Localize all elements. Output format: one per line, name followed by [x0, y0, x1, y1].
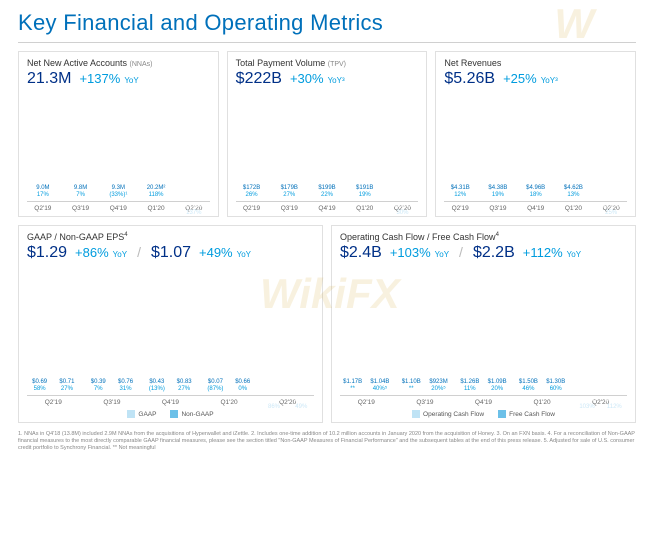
- x-axis: Q2'19Q3'19Q4'19Q1'20Q2'20: [444, 205, 627, 212]
- divider: [18, 42, 636, 43]
- headline-value: 21.3M: [27, 70, 71, 88]
- panel-tpv: Total Payment Volume (TPV) $222B +30% Yo…: [227, 51, 428, 217]
- xlabel: Q1'20: [140, 205, 172, 212]
- bar-label: $923M20%⁵: [429, 379, 447, 395]
- bar-label: $1.04B40%⁵: [370, 379, 389, 395]
- xlabel: Q2'19: [27, 205, 59, 212]
- xlabel: Q1'20: [349, 205, 381, 212]
- bar-label: $0.43(13%): [149, 379, 165, 395]
- bar-label: 9.8M7%: [74, 185, 87, 201]
- chart: $0.6958% $0.7127% $0.397% $0.7631% $0.43…: [27, 266, 314, 396]
- bar-label: $1.17B**: [343, 379, 362, 395]
- bar-label: $1.26B11%: [460, 379, 479, 395]
- x-axis: Q2'19Q3'19Q4'19Q1'20Q2'20: [27, 205, 210, 212]
- bar-label: $4.96B18%: [526, 185, 545, 201]
- bar-label: $1.0749%: [294, 397, 309, 413]
- row-top: Net New Active Accounts (NNAs) 21.3M +13…: [18, 51, 636, 217]
- chart: $4.31B12% $4.38B19% $4.96B18% $4.62B13% …: [444, 92, 627, 202]
- bar-label: $0.07(87%): [207, 379, 223, 395]
- xlabel: Q3'19: [482, 205, 514, 212]
- chart: 9.0M17% 9.8M7% 9.3M(33%)¹ 20.2M²118% 21.…: [27, 92, 210, 202]
- bar-label: $0.7127%: [59, 379, 74, 395]
- headline: $1.29 +86%YoY / $1.07 +49%YoY: [27, 244, 314, 262]
- xlabel: Q1'20: [558, 205, 590, 212]
- headline-yoy: +137%: [79, 71, 120, 86]
- metric-title: Net Revenues: [444, 58, 627, 68]
- xlabel: Q3'19: [86, 399, 139, 406]
- bar-label: $0.397%: [91, 379, 106, 395]
- bar-label: $1.50B46%: [519, 379, 538, 395]
- bar-label: 9.0M17%: [36, 185, 49, 201]
- headline-value: $222B: [236, 70, 282, 88]
- panel-cash: Operating Cash Flow / Free Cash Flow4 $2…: [331, 225, 636, 423]
- bar-label: $1.10B**: [402, 379, 421, 395]
- bar-label: 9.3M(33%)¹: [109, 185, 127, 201]
- bar-label: $172B26%: [243, 185, 260, 201]
- bar-label: $0.660%: [235, 379, 250, 395]
- metric-title: Net New Active Accounts (NNAs): [27, 58, 210, 68]
- xlabel: Q4'19: [520, 205, 552, 212]
- bar-label: $191B19%: [356, 185, 373, 201]
- xlabel: Q1'20: [516, 399, 569, 406]
- bar-label: $1.09B20%: [488, 379, 507, 395]
- xlabel: Q4'19: [102, 205, 134, 212]
- xlabel: Q3'19: [273, 205, 305, 212]
- metric-title: Operating Cash Flow / Free Cash Flow4: [340, 232, 627, 242]
- headline-value: $5.26B: [444, 70, 495, 88]
- bar-label: $2.38B103%: [578, 397, 597, 413]
- xlabel: Q2'19: [340, 399, 393, 406]
- headline: 21.3M +137% YoY: [27, 70, 210, 88]
- metric-title: Total Payment Volume (TPV): [236, 58, 419, 68]
- xlabel: Q4'19: [311, 205, 343, 212]
- panel-rev: Net Revenues $5.26B +25% YoY³ $4.31B12% …: [435, 51, 636, 217]
- xlabel: Q2'19: [444, 205, 476, 212]
- bar-label: $199B22%: [318, 185, 335, 201]
- xlabel: Q4'19: [457, 399, 510, 406]
- page-title: Key Financial and Operating Metrics: [18, 10, 636, 36]
- xlabel: Q2'19: [27, 399, 80, 406]
- xlabel: Q3'19: [65, 205, 97, 212]
- headline: $5.26B +25% YoY³: [444, 70, 627, 88]
- panel-nna: Net New Active Accounts (NNAs) 21.3M +13…: [18, 51, 219, 217]
- panel-eps: GAAP / Non-GAAP EPS4 $1.29 +86%YoY / $1.…: [18, 225, 323, 423]
- x-axis: Q2'19Q3'19Q4'19Q1'20Q2'20: [236, 205, 419, 212]
- bar-label: 20.2M²118%: [147, 185, 166, 201]
- bar-label: $4.31B12%: [451, 185, 470, 201]
- headline-yoy: +25%: [503, 71, 537, 86]
- footnotes: 1. NNAs in Q4'18 (13.8M) included 2.9M N…: [18, 431, 636, 452]
- row-bottom: GAAP / Non-GAAP EPS4 $1.29 +86%YoY / $1.…: [18, 225, 636, 423]
- xlabel: Q4'19: [144, 399, 197, 406]
- bar-label: $179B27%: [281, 185, 298, 201]
- metric-title: GAAP / Non-GAAP EPS4: [27, 232, 314, 242]
- bar-label: $4.62B13%: [564, 185, 583, 201]
- bar-label: 21.3M137%: [185, 203, 202, 219]
- bar-label: $4.38B19%: [488, 185, 507, 201]
- bar-label: $1.30B60%: [546, 379, 565, 395]
- chart: $172B26% $179B27% $199B22% $191B19% $222…: [236, 92, 419, 202]
- xlabel: Q1'20: [203, 399, 256, 406]
- bar-label: $222B30%: [394, 203, 411, 219]
- bar-label: $0.7631%: [118, 379, 133, 395]
- headline-yoy: +30%: [290, 71, 324, 86]
- bar-label: $5.26B25%: [602, 203, 621, 219]
- bar-label: $0.8327%: [177, 379, 192, 395]
- headline: $222B +30% YoY³: [236, 70, 419, 88]
- chart: $1.17B** $1.04B40%⁵ $1.10B** $923M20%⁵ $…: [340, 266, 627, 396]
- headline: $2.4B +103%YoY / $2.2B +112%YoY: [340, 244, 627, 262]
- bar-label: $0.6958%: [32, 379, 47, 395]
- xlabel: Q3'19: [399, 399, 452, 406]
- bar-label: $2.19B112%: [605, 397, 624, 413]
- xlabel: Q2'19: [236, 205, 268, 212]
- bar-label: $1.2986%: [267, 397, 282, 413]
